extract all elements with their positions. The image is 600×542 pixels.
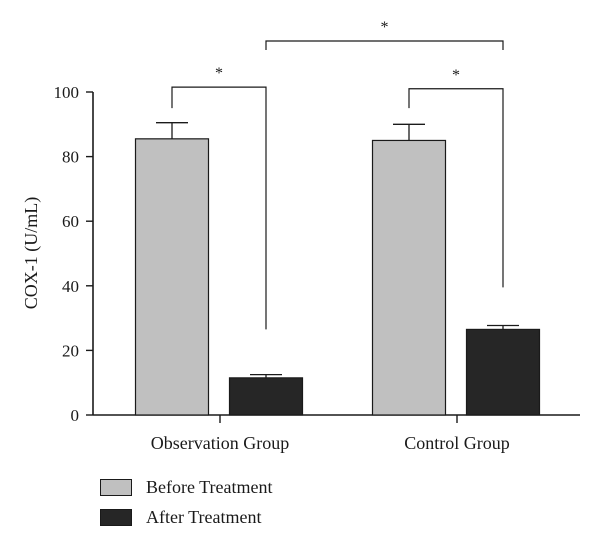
y-tick-label: 40 bbox=[62, 277, 79, 296]
legend-swatch-after bbox=[100, 508, 132, 526]
y-tick-label: 20 bbox=[62, 341, 79, 360]
significance-star: * bbox=[215, 65, 223, 82]
y-tick-label: 100 bbox=[54, 83, 80, 102]
bar bbox=[134, 138, 210, 416]
legend-item-after: After Treatment bbox=[100, 502, 272, 532]
y-axis-label: COX-1 (U/mL) bbox=[21, 197, 42, 309]
bar bbox=[465, 328, 541, 416]
legend-label-after: After Treatment bbox=[146, 506, 262, 527]
significance-brackets: * * * bbox=[171, 19, 504, 330]
x-tick-label: Observation Group bbox=[151, 433, 289, 453]
y-tick-label: 80 bbox=[62, 148, 79, 167]
significance-star: * bbox=[381, 19, 389, 36]
y-tick-label: 0 bbox=[71, 406, 80, 425]
legend-item-before: Before Treatment bbox=[100, 472, 272, 502]
y-tick-label: 60 bbox=[62, 212, 79, 231]
axes: 0 20 40 60 80 100 Observation Group Control Gro… bbox=[54, 83, 580, 453]
significance-bracket bbox=[408, 88, 504, 288]
significance-bracket bbox=[171, 86, 267, 330]
bars bbox=[134, 122, 541, 416]
bar bbox=[371, 139, 447, 416]
legend-label-before: Before Treatment bbox=[146, 476, 273, 497]
legend-swatch-before bbox=[100, 478, 132, 496]
significance-star: * bbox=[452, 67, 460, 84]
significance-bracket bbox=[265, 40, 504, 50]
bar-chart: COX-1 (U/mL) 0 20 40 60 80 100 Observation Gro… bbox=[21, 19, 580, 453]
bar bbox=[228, 377, 304, 416]
legend: Before Treatment After Treatment bbox=[100, 472, 272, 532]
x-tick-label: Control Group bbox=[404, 433, 510, 453]
